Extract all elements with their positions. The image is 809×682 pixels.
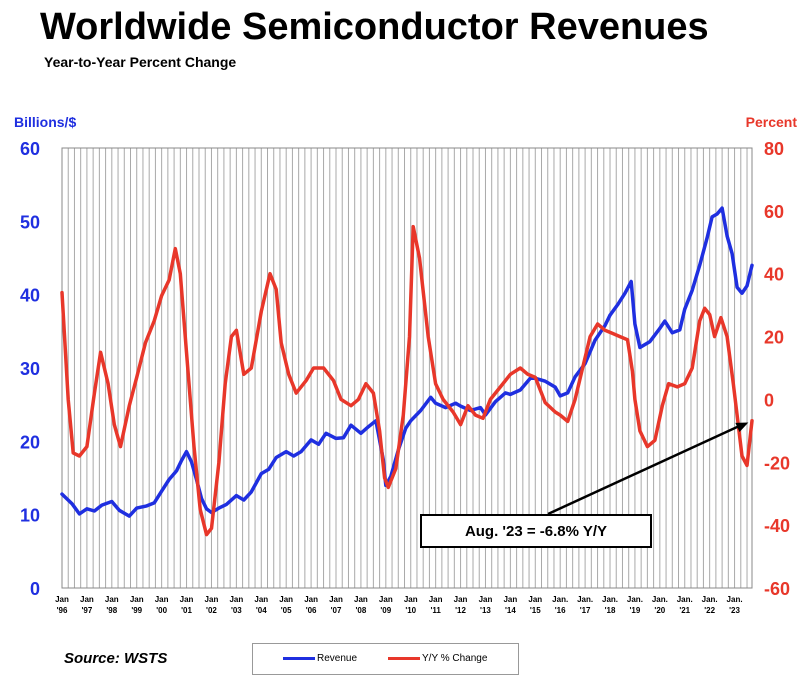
x-tick-label: '13: [480, 606, 491, 615]
x-tick-label: '03: [231, 606, 242, 615]
y-tick-right-label: -40: [764, 516, 790, 536]
x-tick-label: '15: [530, 606, 541, 615]
y-tick-left-label: 50: [20, 212, 40, 232]
x-tick-label: '17: [580, 606, 591, 615]
x-tick-label: Jan: [379, 595, 393, 604]
x-tick-label: '02: [206, 606, 217, 615]
x-tick-label: '12: [455, 606, 466, 615]
x-tick-label: Jan: [205, 595, 219, 604]
y-axis-right-label: Percent: [745, 114, 797, 130]
y-tick-left-label: 30: [20, 359, 40, 379]
legend-swatch-revenue: [283, 657, 315, 660]
y-tick-left-label: 40: [20, 286, 40, 306]
chart-title: Worldwide Semiconductor Revenues: [40, 6, 709, 48]
x-tick-label: Jan: [429, 595, 443, 604]
x-tick-label: '10: [405, 606, 416, 615]
y-tick-left-label: 0: [30, 579, 40, 599]
x-tick-label: Jan: [105, 595, 119, 604]
x-tick-label: Jan: [404, 595, 418, 604]
x-tick-label: '23: [729, 606, 740, 615]
y-tick-right-label: 80: [764, 139, 784, 159]
y-tick-right-label: 40: [764, 265, 784, 285]
x-tick-label: '19: [630, 606, 641, 615]
annotation-arrow: [547, 423, 743, 516]
y-tick-left-label: 10: [20, 506, 40, 526]
x-tick-label: Jan: [354, 595, 368, 604]
x-tick-label: Jan.: [677, 595, 693, 604]
source-note: Source: WSTS: [64, 650, 168, 667]
x-tick-label: Jan: [479, 595, 493, 604]
chart-legend: Revenue Y/Y % Change: [252, 643, 519, 675]
x-tick-label: '11: [430, 606, 441, 615]
y-tick-right-label: 20: [764, 328, 784, 348]
legend-item-revenue: Revenue: [283, 653, 357, 664]
x-tick-label: '14: [505, 606, 516, 615]
x-tick-label: Jan: [254, 595, 268, 604]
y-tick-left-label: 20: [20, 432, 40, 452]
yoy-change-line: [60, 224, 754, 537]
x-tick-label: Jan: [229, 595, 243, 604]
x-tick-label: Jan.: [702, 595, 718, 604]
x-tick-label: Jan.: [602, 595, 618, 604]
legend-label-yoy: Y/Y % Change: [422, 653, 488, 664]
x-tick-label: '09: [380, 606, 391, 615]
x-tick-label: '96: [57, 606, 68, 615]
x-tick-label: Jan: [329, 595, 343, 604]
x-tick-label: '05: [281, 606, 292, 615]
x-tick-label: Jan.: [552, 595, 568, 604]
x-tick-label: Jan: [80, 595, 94, 604]
x-tick-label: '21: [679, 606, 690, 615]
x-tick-label: '16: [555, 606, 566, 615]
legend-swatch-yoy: [388, 657, 420, 660]
y-axis-left-label: Billions/$: [14, 114, 77, 130]
x-tick-label: '99: [131, 606, 142, 615]
annotation-callout: Aug. '23 = -6.8% Y/Y: [420, 514, 652, 548]
x-tick-label: Jan: [528, 595, 542, 604]
y-tick-right-label: -20: [764, 453, 790, 473]
x-tick-label: '00: [156, 606, 167, 615]
legend-item-yoy: Y/Y % Change: [388, 653, 487, 664]
y-tick-right-label: 60: [764, 202, 784, 222]
x-tick-label: '98: [106, 606, 117, 615]
x-tick-label: Jan: [279, 595, 293, 604]
y-tick-right-label: 0: [764, 390, 774, 410]
x-tick-label: '07: [331, 606, 342, 615]
chart-plot: 0 10 20 30 40 50 60 -60 -40 -20 0 20 40 60 80 Jan '96 Jan…: [20, 139, 790, 615]
y-tick-left-label: 60: [20, 139, 40, 159]
x-tick-label: Jan: [180, 595, 194, 604]
legend-label-revenue: Revenue: [317, 653, 358, 664]
x-tick-label: '06: [306, 606, 317, 615]
x-tick-label: Jan: [304, 595, 318, 604]
x-tick-label: Jan.: [727, 595, 743, 604]
x-tick-label: Jan.: [577, 595, 593, 604]
revenue-line: [60, 206, 754, 518]
x-tick-label: Jan.: [652, 595, 668, 604]
x-tick-label: '01: [181, 606, 192, 615]
x-tick-label: Jan: [503, 595, 517, 604]
x-tick-label: '04: [256, 606, 267, 615]
x-tick-label: Jan: [55, 595, 69, 604]
x-tick-label: Jan: [155, 595, 169, 604]
chart-subtitle: Year-to-Year Percent Change: [44, 54, 237, 70]
x-tick-label: Jan.: [627, 595, 643, 604]
x-tick-label: '18: [605, 606, 616, 615]
x-tick-label: '20: [654, 606, 665, 615]
y-tick-right-label: -60: [764, 579, 790, 599]
x-tick-label: Jan: [454, 595, 468, 604]
plot-frame: [61, 147, 753, 589]
x-tick-label: '08: [356, 606, 367, 615]
annotation-arrowhead: [735, 422, 749, 432]
x-tick-label: '97: [82, 606, 93, 615]
x-tick-label: '22: [704, 606, 715, 615]
x-tick-label: Jan: [130, 595, 144, 604]
